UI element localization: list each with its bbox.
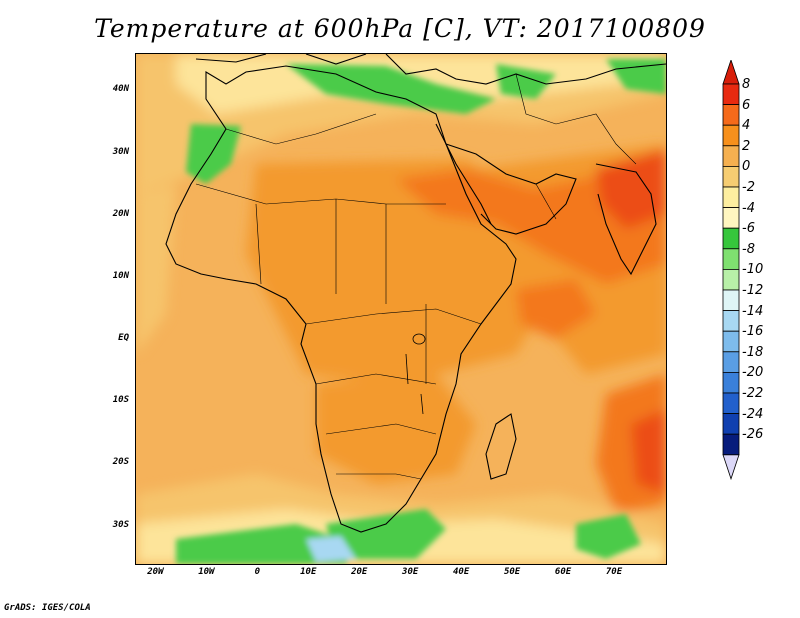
madagascar-coastline	[485, 413, 517, 480]
colorbar-label: -16	[742, 324, 764, 340]
arabia-coastline	[445, 143, 577, 235]
lon-label-10w: 10W	[198, 567, 215, 577]
colorbar-swatch-1	[722, 104, 740, 126]
contour-4to6-east	[516, 279, 596, 339]
colorbar-label: -24	[742, 406, 764, 422]
colorbar-swatch-11	[722, 310, 740, 332]
lat-label-10s: 10S	[112, 395, 129, 406]
colorbar-swatch-8	[722, 248, 740, 270]
colorbar	[722, 60, 740, 481]
colorbar-label: -6	[742, 221, 755, 237]
lat-label-20s: 20S	[112, 457, 129, 468]
cold-pocket-light-blue	[306, 536, 356, 562]
colorbar-swatch-16	[722, 413, 740, 435]
cold-pocket-indian-south	[576, 514, 641, 559]
colorbar-label: 2	[742, 138, 751, 154]
africa-coastline	[165, 65, 517, 533]
red-sea-coastline	[435, 123, 492, 225]
lon-label-60e: 60E	[554, 567, 572, 577]
colorbar-label: 6	[742, 97, 751, 113]
contour-6to8-india	[596, 149, 666, 229]
lon-label-0: 0	[254, 567, 260, 577]
colorbar-swatch-13	[722, 351, 740, 373]
contour-6to8-indian-ocean	[631, 409, 666, 494]
europe-coastline	[195, 54, 666, 85]
colorbar-label: -22	[742, 386, 764, 401]
colorbar-swatch-7	[722, 227, 740, 250]
lat-label-eq: EQ	[118, 333, 129, 344]
lon-label-40e: 40E	[453, 567, 470, 577]
plot-title: Temperature at 600hPa [C], VT: 201710080…	[94, 14, 706, 43]
lat-label-30s: 30S	[112, 519, 129, 530]
colorbar-label: -2	[742, 180, 755, 195]
lat-label-30n: 30N	[112, 146, 129, 157]
contour-0to2-atlantic-west	[136, 184, 176, 354]
lon-label-10e: 10E	[300, 567, 317, 577]
colorbar-swatch-14	[722, 371, 740, 394]
lat-label-10n: 10N	[112, 270, 129, 281]
colorbar-swatch-10	[722, 289, 740, 312]
temperature-map	[136, 54, 666, 564]
cold-pocket-black-sea	[606, 59, 666, 94]
colorbar-swatch-9	[722, 268, 740, 291]
lon-label-50e: 50E	[503, 567, 521, 577]
colorbar-label: -14	[742, 303, 764, 319]
colorbar-label: -18	[742, 344, 764, 360]
colorbar-swatch-15	[722, 392, 740, 415]
map-panel	[135, 53, 667, 565]
lat-label-20n: 20N	[112, 208, 129, 219]
colorbar-label: -20	[742, 365, 764, 381]
colorbar-label: -12	[742, 283, 764, 298]
colorbar-label: 4	[742, 118, 751, 134]
colorbar-swatch-5	[722, 186, 740, 209]
colorbar-under-triangle	[722, 454, 740, 481]
colorbar-swatch-12	[722, 330, 740, 353]
colorbar-swatch-17	[722, 433, 740, 456]
colorbar-swatch-4	[722, 166, 740, 188]
lake-victoria	[412, 333, 426, 345]
colorbar-label: 0	[742, 159, 751, 175]
lon-label-30e: 30E	[402, 567, 419, 577]
colorbar-label: 8	[742, 77, 751, 92]
contour-2to4-southern-africa	[316, 374, 476, 484]
lakes	[405, 333, 426, 415]
colorbar-swatch-6	[722, 207, 740, 229]
cold-pocket-mediterranean	[286, 64, 496, 114]
lat-label-40n: 40N	[112, 84, 129, 95]
colorbar-label: -4	[742, 200, 755, 216]
lon-label-20e: 20E	[351, 567, 368, 577]
grads-credit: GrADS: IGES/COLA	[4, 603, 91, 613]
colorbar-swatch-3	[722, 145, 740, 167]
colorbar-label: -26	[742, 427, 764, 443]
lon-label-20w: 20W	[147, 567, 164, 577]
cold-pocket-europe	[496, 64, 556, 99]
colorbar-swatch-2	[722, 124, 740, 147]
india-coastline	[595, 163, 657, 276]
lake-tanganyika	[405, 353, 409, 385]
colorbar-label: -8	[742, 241, 755, 257]
coastlines	[165, 54, 666, 533]
colorbar-swatch-0	[722, 83, 740, 106]
colorbar-label: -10	[742, 262, 764, 278]
colorbar-over-triangle	[722, 60, 740, 85]
country-borders	[195, 73, 637, 480]
cold-pocket-south-atlantic	[176, 524, 356, 564]
cold-pocket-south-africa	[326, 509, 446, 559]
lon-label-70e: 70E	[605, 567, 623, 577]
lake-malawi	[420, 393, 424, 415]
cold-pocket-morocco	[186, 124, 241, 184]
